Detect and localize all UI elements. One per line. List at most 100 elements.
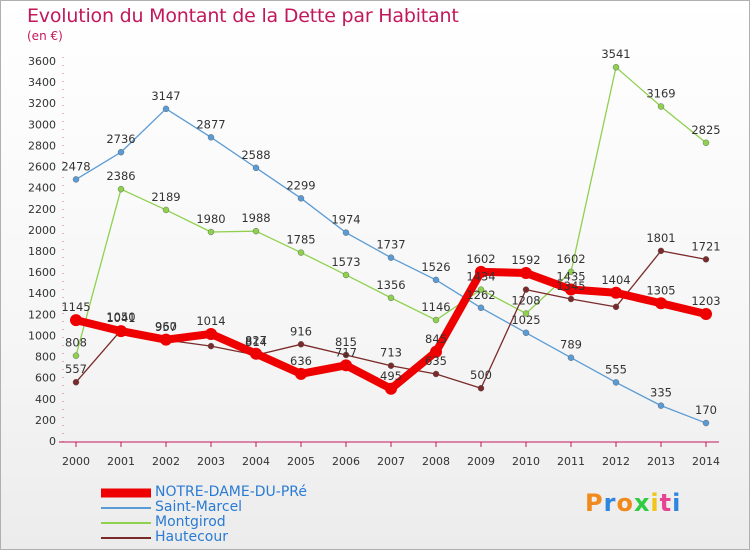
y-tick-label: 3200 [28,97,56,110]
series-1-data-label: 2588 [241,148,270,162]
legend-label: Hautecour [155,529,228,545]
series-0-data-label: 827 [245,334,267,348]
series-1-point [297,195,305,202]
series-2-point [252,227,260,235]
series-2-line [75,66,707,357]
series-0-point [205,327,217,340]
series-0-data-label: 636 [290,354,312,368]
series-0-data-label: 1404 [601,273,630,287]
y-tick-label: 1400 [28,287,56,300]
series-2-data-label: 3169 [646,86,675,100]
y-tick-label: 3400 [28,76,56,89]
series-0-data-label: 960 [155,320,177,334]
proxiti-logo: Proxiti [585,489,681,517]
series-3-point [657,247,665,255]
series-2-data-label: 1988 [241,211,270,225]
series-1-point [477,304,485,311]
series-0-point [250,347,262,360]
series-1-data-label: 555 [605,362,627,376]
series-3-data-label: 1050 [106,310,135,324]
series-2-data-label: 3541 [601,47,630,61]
x-tick-label: 2003 [197,455,225,468]
series-1-data-label: 335 [650,386,672,400]
series-2-data-label: 808 [65,336,87,350]
series-3-data-label: 1345 [556,279,585,293]
series-2-point [612,64,620,71]
series-1-data-label: 2478 [61,159,90,173]
x-tick-label: 2007 [377,455,405,468]
series-3-data-label: 713 [380,346,402,360]
y-tick-label: 1600 [28,266,56,279]
series-0-data-label: 1145 [61,300,90,314]
y-tick-label: 2200 [28,203,56,216]
series-2-data-label: 1980 [196,212,225,226]
series-3-point [342,351,350,359]
series-1-point [432,276,440,284]
x-tick-label: 2010 [512,455,540,468]
x-tick-label: 2001 [107,455,135,468]
x-tick-label: 2012 [602,455,630,468]
series-0-point [160,333,172,346]
series-3-data-label: 815 [335,335,357,349]
legend-label: Saint-Marcel [155,499,243,515]
series-2-data-label: 2386 [106,169,135,183]
series-1-point [207,134,215,141]
series-3-point [387,362,395,369]
series-2-point [207,228,215,236]
y-tick-label: 3000 [28,118,56,131]
series-2-point [162,206,170,214]
legend-swatch [101,506,151,509]
x-tick-label: 2011 [557,455,585,468]
legend-label: NOTRE-DAME-DU-PRé [155,484,307,500]
series-2-point [342,271,350,279]
series-2-point [432,316,440,324]
series-1-data-label: 1737 [376,238,405,252]
series-3-point [567,295,575,303]
logo-letter: i [672,489,682,517]
series-0-point [475,265,487,278]
series-0-point [565,283,577,296]
legend-label: Montgirod [155,514,226,530]
series-0-point [610,286,622,299]
series-0-data-label: 1435 [556,270,585,284]
x-tick-label: 2014 [692,455,720,468]
series-0-point [520,266,532,279]
series-2-point [702,139,710,147]
series-3-data-label: 814 [245,335,267,349]
series-2-data-label: 1573 [331,255,360,269]
series-0-data-label: 845 [425,332,447,346]
series-3-point [72,379,80,386]
series-3-point [432,370,440,378]
series-1-point [702,419,710,427]
series-0-point [70,314,82,327]
series-1-data-label: 2299 [286,178,315,192]
series-0-point [700,308,712,321]
series-0-data-label: 1041 [106,311,135,325]
series-2-data-label: 1434 [466,270,495,284]
y-tick-label: 800 [35,351,56,364]
y-tick-label: 2000 [28,224,56,237]
x-tick-label: 2009 [467,455,495,468]
series-2-point [297,249,305,256]
legend-swatch [101,536,151,539]
series-3-point [207,342,215,350]
y-tick-label: 1200 [28,308,56,321]
series-3-data-label: 1801 [646,231,675,245]
series-2-point [72,352,80,359]
series-1-data-label: 789 [560,338,582,352]
y-tick-label: 600 [35,372,56,385]
unit-label: (en €) [27,29,63,43]
series-1-data-label: 1974 [331,213,360,227]
logo-letter: x [633,489,651,517]
legend-swatch [101,488,151,497]
x-tick-label: 2000 [62,455,90,468]
series-1-point [162,105,170,113]
series-3-data-label: 957 [155,320,177,334]
series-1-point [567,354,575,361]
x-tick-label: 2006 [332,455,360,468]
series-2-point [477,286,485,293]
series-3-data-label: 635 [425,354,447,368]
series-2-point [657,103,665,110]
